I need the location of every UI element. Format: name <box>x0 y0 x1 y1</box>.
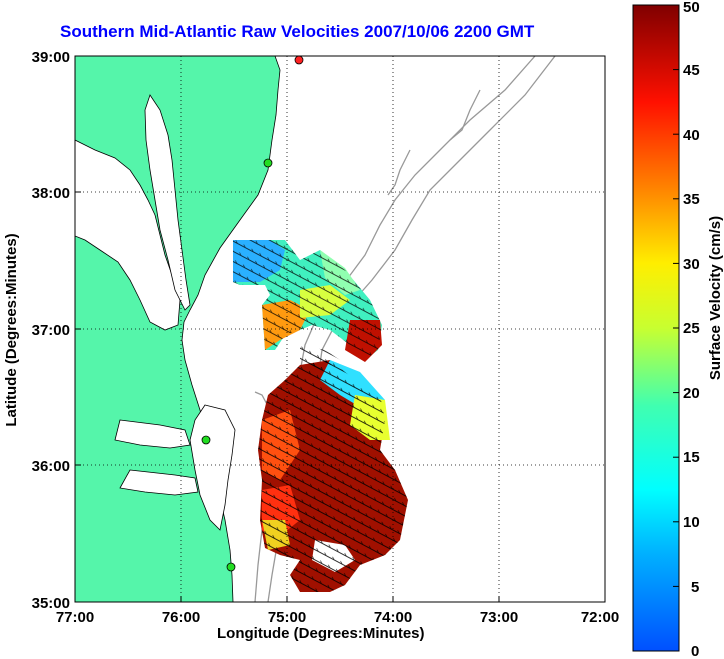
cb-tick: 10 <box>683 514 700 531</box>
velocity-field <box>233 240 408 592</box>
colorbar <box>632 4 680 652</box>
station-4[interactable] <box>226 562 236 572</box>
colorbar-ticks <box>673 4 679 652</box>
station-1[interactable] <box>294 55 304 65</box>
x-tick: 72:00 <box>581 609 619 626</box>
cb-tick: 20 <box>683 385 700 402</box>
cb-tick: 35 <box>683 191 700 208</box>
tick-marks <box>74 55 606 603</box>
chesapeake-bay <box>75 94 236 531</box>
y-tick: 36:00 <box>32 458 70 475</box>
colorbar-label: Surface Velocity (cm/s) <box>707 216 724 380</box>
cb-tick: 30 <box>683 256 700 273</box>
map-title: Southern Mid-Atlantic Raw Velocities 200… <box>60 22 535 41</box>
x-tick: 76:00 <box>162 609 200 626</box>
x-tick: 74:00 <box>374 609 412 626</box>
y-tick: 38:00 <box>32 185 70 202</box>
x-axis-label: Longitude (Degrees:Minutes) <box>217 625 425 642</box>
y-axis-label: Latitude (Degrees:Minutes) <box>3 233 20 426</box>
y-tick-labels: 39:00 38:00 37:00 36:00 35:00 <box>32 49 70 612</box>
y-tick: 35:00 <box>32 595 70 612</box>
station-2[interactable] <box>263 158 273 168</box>
station-3[interactable] <box>201 435 211 445</box>
cb-tick: 15 <box>683 449 700 466</box>
stations <box>201 55 304 572</box>
cb-tick: 5 <box>691 579 699 596</box>
cb-tick: 40 <box>683 127 700 144</box>
y-tick: 37:00 <box>32 322 70 339</box>
cb-tick: 0 <box>691 643 699 659</box>
x-tick: 73:00 <box>480 609 518 626</box>
x-tick: 77:00 <box>56 609 94 626</box>
cb-tick: 25 <box>683 320 700 337</box>
cb-tick: 50 <box>683 0 700 16</box>
x-tick: 75:00 <box>268 609 306 626</box>
x-tick-labels: 77:00 76:00 75:00 74:00 73:00 72:00 <box>56 609 619 626</box>
colorbar-tick-labels: 50 45 40 35 30 25 20 15 10 5 0 <box>683 0 700 659</box>
y-tick: 39:00 <box>32 49 70 66</box>
cb-tick: 45 <box>683 62 700 79</box>
grid-lines <box>75 56 605 602</box>
